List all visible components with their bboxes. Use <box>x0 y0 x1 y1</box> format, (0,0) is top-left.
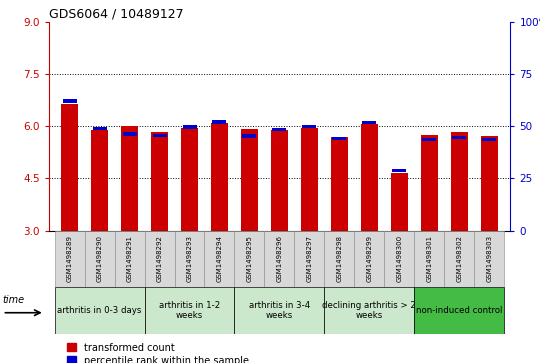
Text: GSM1498300: GSM1498300 <box>396 235 402 282</box>
FancyBboxPatch shape <box>414 287 504 334</box>
Bar <box>393 169 407 172</box>
Bar <box>451 132 468 231</box>
Bar <box>391 173 408 231</box>
FancyBboxPatch shape <box>55 287 145 334</box>
Bar <box>183 125 197 129</box>
Text: GSM1498302: GSM1498302 <box>456 235 462 282</box>
FancyBboxPatch shape <box>325 287 414 334</box>
Text: GSM1498291: GSM1498291 <box>126 235 132 282</box>
Bar <box>151 132 168 231</box>
FancyBboxPatch shape <box>145 231 174 287</box>
Bar <box>63 99 77 103</box>
Bar <box>331 136 348 231</box>
Bar <box>242 134 256 138</box>
Bar <box>302 125 316 128</box>
Text: GSM1498303: GSM1498303 <box>487 235 492 282</box>
Bar <box>62 103 78 231</box>
Bar <box>482 138 496 141</box>
Bar <box>421 135 437 231</box>
Text: GSM1498292: GSM1498292 <box>157 235 163 282</box>
Bar <box>92 127 106 130</box>
Text: GSM1498289: GSM1498289 <box>66 235 72 282</box>
Text: GSM1498297: GSM1498297 <box>306 235 313 282</box>
Bar <box>91 130 108 231</box>
Bar <box>422 138 436 141</box>
Text: GSM1498295: GSM1498295 <box>246 235 253 282</box>
FancyBboxPatch shape <box>205 231 234 287</box>
Bar <box>481 136 497 231</box>
FancyBboxPatch shape <box>294 231 325 287</box>
Text: non-induced control: non-induced control <box>416 306 503 315</box>
FancyBboxPatch shape <box>384 231 414 287</box>
FancyBboxPatch shape <box>414 231 444 287</box>
Bar <box>123 132 137 136</box>
FancyBboxPatch shape <box>145 287 234 334</box>
Text: GSM1498294: GSM1498294 <box>217 235 222 282</box>
FancyBboxPatch shape <box>174 231 205 287</box>
Text: arthritis in 0-3 days: arthritis in 0-3 days <box>57 306 142 315</box>
Bar <box>361 125 377 231</box>
FancyBboxPatch shape <box>444 231 474 287</box>
Bar <box>362 121 376 125</box>
Text: arthritis in 3-4
weeks: arthritis in 3-4 weeks <box>249 301 310 320</box>
Text: GDS6064 / 10489127: GDS6064 / 10489127 <box>49 8 183 21</box>
Bar <box>122 126 138 231</box>
Bar <box>212 120 226 124</box>
Text: arthritis in 1-2
weeks: arthritis in 1-2 weeks <box>159 301 220 320</box>
FancyBboxPatch shape <box>474 231 504 287</box>
Text: GSM1498293: GSM1498293 <box>186 235 192 282</box>
FancyBboxPatch shape <box>114 231 145 287</box>
Text: declining arthritis > 2
weeks: declining arthritis > 2 weeks <box>322 301 416 320</box>
Bar <box>271 130 288 231</box>
Text: GSM1498301: GSM1498301 <box>427 235 433 282</box>
Text: GSM1498296: GSM1498296 <box>276 235 282 282</box>
Text: GSM1498290: GSM1498290 <box>97 235 103 282</box>
Legend: transformed count, percentile rank within the sample: transformed count, percentile rank withi… <box>63 339 253 363</box>
FancyBboxPatch shape <box>55 231 85 287</box>
FancyBboxPatch shape <box>85 231 114 287</box>
Bar <box>211 123 228 231</box>
Bar <box>453 135 467 139</box>
Text: GSM1498299: GSM1498299 <box>367 235 373 282</box>
Bar <box>152 134 166 137</box>
FancyBboxPatch shape <box>234 287 325 334</box>
Bar <box>181 128 198 231</box>
FancyBboxPatch shape <box>265 231 294 287</box>
FancyBboxPatch shape <box>234 231 265 287</box>
FancyBboxPatch shape <box>354 231 384 287</box>
FancyBboxPatch shape <box>325 231 354 287</box>
Bar <box>333 136 347 140</box>
Text: GSM1498298: GSM1498298 <box>336 235 342 282</box>
Bar <box>241 129 258 231</box>
Text: time: time <box>3 295 24 305</box>
Bar <box>273 127 286 131</box>
Bar <box>301 128 318 231</box>
